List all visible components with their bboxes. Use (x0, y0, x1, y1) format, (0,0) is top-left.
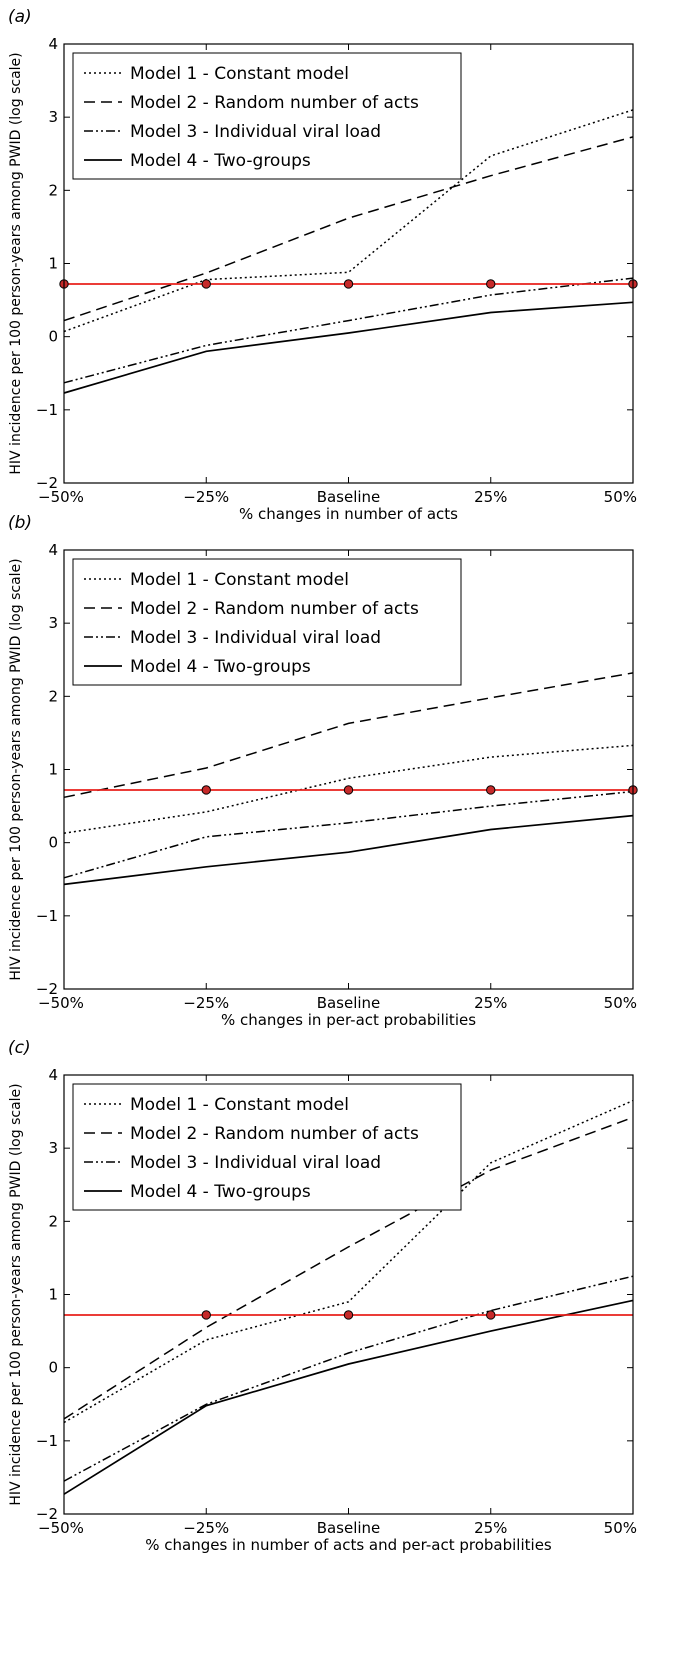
x-tick-label: 25% (474, 994, 507, 1012)
y-tick-label: 1 (48, 761, 58, 779)
legend-label-m2: Model 2 - Random number of acts (130, 599, 419, 619)
y-tick-label: 0 (48, 834, 58, 852)
x-axis-label: % changes in number of acts (239, 505, 458, 523)
series-line-m3 (64, 278, 633, 383)
legend: Model 1 - Constant model Model 2 - Random… (73, 1084, 461, 1210)
x-tick-label: Baseline (317, 994, 381, 1012)
y-tick-label: 3 (48, 108, 58, 126)
reference-marker (487, 1311, 495, 1319)
reference-marker (202, 786, 210, 794)
panel-label: (c) (8, 1038, 31, 1058)
reference-marker (344, 1311, 352, 1319)
y-axis-label: HIV incidence per 100 person-years among… (8, 52, 24, 474)
legend-label-m2: Model 2 - Random number of acts (130, 1124, 419, 1144)
y-tick-label: 4 (48, 1066, 58, 1084)
y-tick-label: −1 (36, 401, 58, 419)
legend-label-m4: Model 4 - Two-groups (130, 151, 311, 171)
x-tick-label: 25% (474, 488, 507, 506)
y-tick-label: 2 (48, 1212, 58, 1230)
y-tick-label: 2 (48, 181, 58, 199)
legend-label-m1: Model 1 - Constant model (130, 1095, 349, 1115)
series-line-m4 (64, 816, 633, 885)
y-tick-label: 1 (48, 1286, 58, 1304)
legend: Model 1 - Constant model Model 2 - Random… (73, 559, 461, 685)
y-tick-label: −1 (36, 1432, 58, 1450)
y-tick-label: 2 (48, 687, 58, 705)
series-line-m3 (64, 1276, 633, 1481)
y-tick-label: −1 (36, 907, 58, 925)
x-tick-label: Baseline (317, 488, 381, 506)
legend-label-m1: Model 1 - Constant model (130, 64, 349, 84)
legend-label-m4: Model 4 - Two-groups (130, 1182, 311, 1202)
series-line-m4 (64, 1300, 633, 1494)
legend-label-m4: Model 4 - Two-groups (130, 657, 311, 677)
y-tick-label: 3 (48, 614, 58, 632)
y-tick-label: 4 (48, 541, 58, 559)
series-line-m2 (64, 673, 633, 797)
y-tick-label: 4 (48, 35, 58, 53)
reference-marker (344, 786, 352, 794)
reference-marker (344, 280, 352, 288)
legend-label-m1: Model 1 - Constant model (130, 570, 349, 590)
x-tick-label: 50% (604, 994, 637, 1012)
y-axis-label: HIV incidence per 100 person-years among… (8, 558, 24, 980)
y-tick-label: 1 (48, 255, 58, 273)
x-tick-label: −25% (183, 994, 229, 1012)
legend-label-m3: Model 3 - Individual viral load (130, 122, 381, 142)
x-axis-label: % changes in number of acts and per-act … (145, 1536, 552, 1554)
x-tick-label: −50% (38, 488, 84, 506)
y-tick-label: 3 (48, 1139, 58, 1157)
reference-marker (202, 1311, 210, 1319)
x-tick-label: −25% (183, 1519, 229, 1537)
series-line-m3 (64, 792, 633, 878)
y-axis-label: HIV incidence per 100 person-years among… (8, 1083, 24, 1505)
reference-marker (487, 786, 495, 794)
x-tick-label: −50% (38, 1519, 84, 1537)
x-tick-label: Baseline (317, 1519, 381, 1537)
legend-label-m2: Model 2 - Random number of acts (130, 93, 419, 113)
reference-marker (202, 280, 210, 288)
legend-label-m3: Model 3 - Individual viral load (130, 1153, 381, 1173)
x-tick-label: 50% (604, 1519, 637, 1537)
reference-marker (487, 280, 495, 288)
panel-label: (a) (8, 7, 32, 27)
x-tick-label: −25% (183, 488, 229, 506)
y-tick-label: 0 (48, 1359, 58, 1377)
panel-label: (b) (8, 513, 32, 533)
legend: Model 1 - Constant model Model 2 - Random… (73, 53, 461, 179)
legend-label-m3: Model 3 - Individual viral load (130, 628, 381, 648)
x-tick-label: 50% (604, 488, 637, 506)
x-tick-label: 25% (474, 1519, 507, 1537)
x-tick-label: −50% (38, 994, 84, 1012)
y-tick-label: 0 (48, 328, 58, 346)
series-line-m4 (64, 302, 633, 393)
x-axis-label: % changes in per-act probabilities (221, 1011, 476, 1029)
